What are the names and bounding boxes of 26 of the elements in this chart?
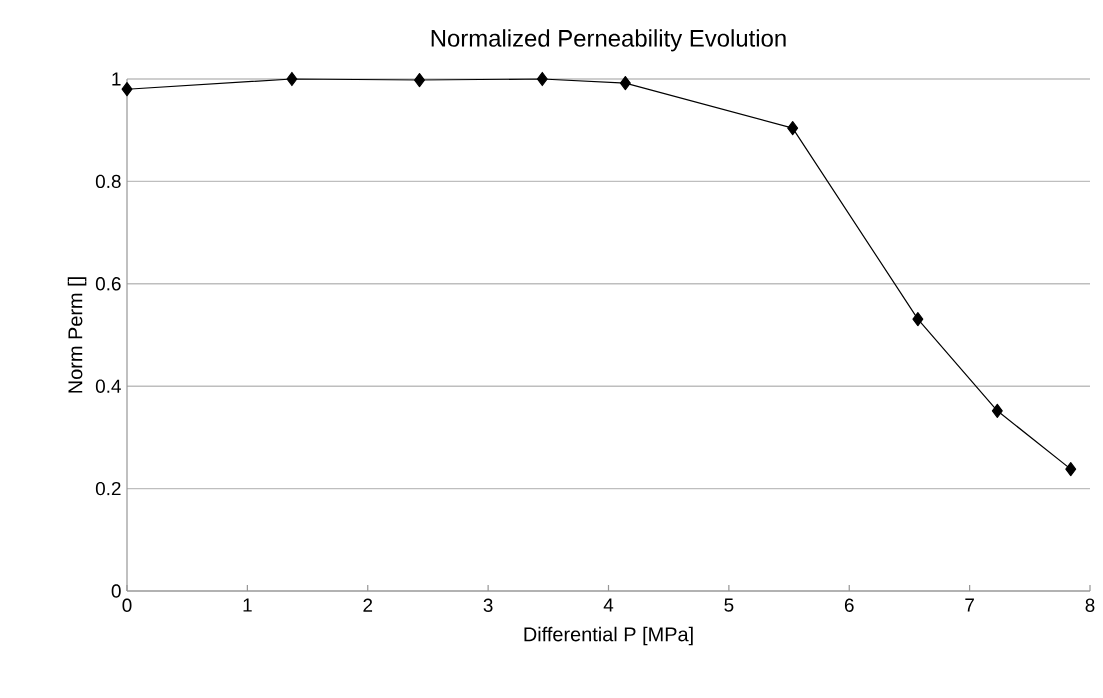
x-tick-label: 3 <box>483 598 493 612</box>
y-tick-label: 0.4 <box>95 379 121 393</box>
chart-title: Normalized Perneability Evolution <box>431 29 786 52</box>
y-tick-label: 0.6 <box>95 277 121 291</box>
point <box>991 403 1003 418</box>
y-tick-label: 1 <box>112 72 121 86</box>
x-tick-label: 0 <box>122 598 132 612</box>
point <box>787 121 799 136</box>
x-tick-label: 1 <box>243 598 252 612</box>
point <box>1065 462 1077 477</box>
point <box>912 312 924 327</box>
x-tick-label: 8 <box>1085 598 1095 612</box>
y-tick-label: 0.8 <box>95 174 121 189</box>
x-tick-label: 5 <box>724 598 734 612</box>
y-tick-label: 0.2 <box>95 481 121 496</box>
x-tick-label: 2 <box>363 598 373 612</box>
x-axis-title: Differential P [MPa] <box>524 626 693 646</box>
x-tick-label: 7 <box>965 598 974 612</box>
y-axis-title: Norm Perm [] <box>67 277 87 393</box>
point <box>286 71 298 87</box>
x-tick-label: 6 <box>844 598 854 612</box>
y-tick-label: 0 <box>111 584 121 598</box>
point <box>536 71 548 87</box>
point <box>619 75 631 91</box>
point <box>121 82 133 97</box>
x-tick-label: 4 <box>603 598 614 612</box>
